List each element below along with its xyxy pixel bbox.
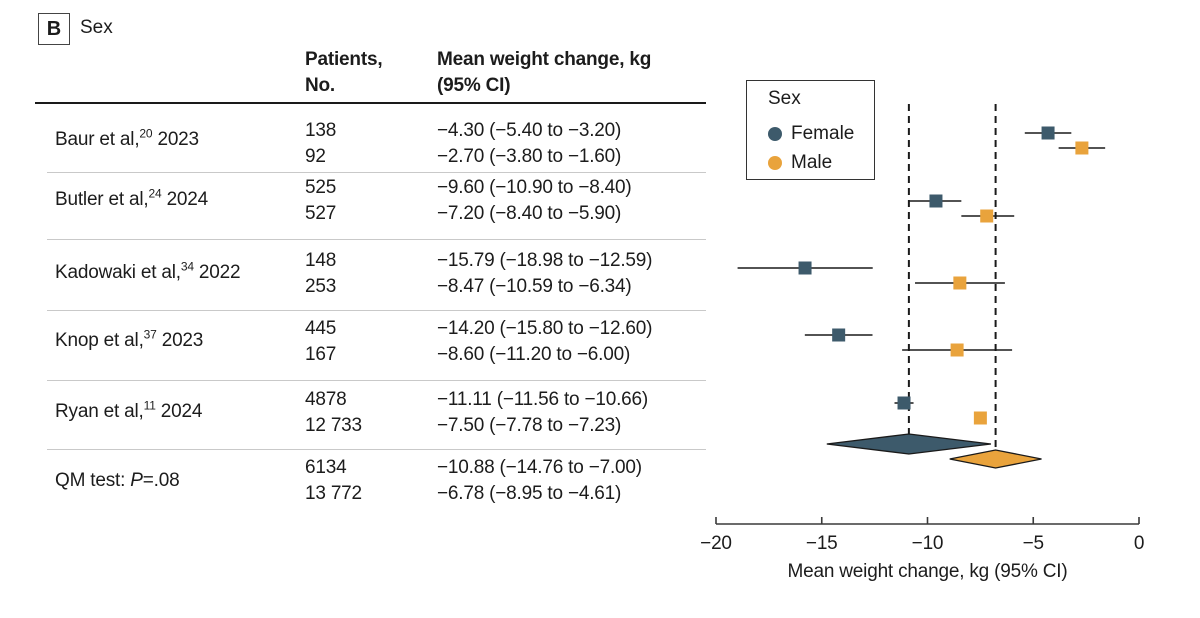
study-reference-number: 24 <box>148 186 162 201</box>
qm-test-p: P <box>130 470 143 491</box>
effect-estimate-male: −8.47 (−10.59 to −6.34) <box>437 276 632 297</box>
x-axis-tick-label: −10 <box>912 533 944 554</box>
effect-estimate-male: −7.20 (−8.40 to −5.90) <box>437 203 622 224</box>
plot-legend: Sex Female Male <box>746 80 875 180</box>
patients-total-female: 6134 <box>305 457 347 478</box>
point-estimate-female <box>832 328 846 342</box>
row-separator <box>47 310 706 311</box>
point-estimate-female <box>798 261 812 275</box>
point-estimate-female <box>929 194 943 208</box>
row-separator <box>47 172 706 173</box>
effect-estimate-male: −2.70 (−3.80 to −1.60) <box>437 146 622 167</box>
summary-diamond-female <box>826 433 992 455</box>
point-estimate-male <box>973 411 987 425</box>
column-header-patients-line1: Patients, <box>305 49 383 70</box>
study-name: Ryan et al, <box>55 401 144 422</box>
study-name: Butler et al, <box>55 189 149 210</box>
panel-title: Sex <box>80 17 113 38</box>
column-header-effect-line2: (95% CI) <box>437 75 511 96</box>
effect-estimate-female: −4.30 (−5.40 to −3.20) <box>437 120 622 141</box>
study-reference-number: 34 <box>180 259 194 274</box>
patients-count-female: 525 <box>305 177 337 198</box>
patients-count-male: 253 <box>305 276 337 297</box>
study-label: Ryan et al,11 2024 <box>55 399 202 425</box>
legend-entry-female: Female <box>768 124 854 144</box>
point-estimate-male <box>980 209 994 223</box>
x-axis-tick-label: −15 <box>806 533 838 554</box>
study-name: Knop et al, <box>55 330 144 351</box>
study-year: 2024 <box>166 189 209 210</box>
column-header-patients-line2: No. <box>305 75 336 96</box>
patients-total-male: 13 772 <box>305 483 362 504</box>
panel-letter: B <box>46 17 62 40</box>
patients-count-female: 445 <box>305 318 337 339</box>
study-name: Baur et al, <box>55 129 140 150</box>
legend-title: Sex <box>768 88 801 109</box>
legend-entry-male: Male <box>768 153 832 173</box>
summary-diamond-male <box>949 449 1042 469</box>
study-label: Butler et al,24 2024 <box>55 187 208 213</box>
patients-count-male: 92 <box>305 146 326 167</box>
study-year: 2024 <box>160 401 203 422</box>
pooled-estimate-female: −10.88 (−14.76 to −7.00) <box>437 457 642 478</box>
effect-estimate-male: −8.60 (−11.20 to −6.00) <box>437 344 631 365</box>
qm-test-label: QM test: P=.08 <box>55 468 180 494</box>
patients-count-male: 527 <box>305 203 337 224</box>
patients-count-male: 167 <box>305 344 337 365</box>
effect-estimate-female: −11.11 (−11.56 to −10.66) <box>437 389 649 410</box>
effect-estimate-female: −14.20 (−15.80 to −12.60) <box>437 318 653 339</box>
point-estimate-male <box>950 343 964 357</box>
panel-letter-badge: B <box>38 13 70 45</box>
point-estimate-female <box>1041 126 1055 140</box>
patients-count-female: 138 <box>305 120 337 141</box>
female-dot-icon <box>768 127 782 141</box>
study-year: 2022 <box>198 262 241 283</box>
patients-count-female: 148 <box>305 250 337 271</box>
point-estimate-male <box>953 276 967 290</box>
row-separator <box>47 380 706 381</box>
x-axis-title: Mean weight change, kg (95% CI) <box>787 561 1067 582</box>
male-dot-icon <box>768 156 782 170</box>
study-label: Kadowaki et al,34 2022 <box>55 259 241 286</box>
column-header-effect-line1: Mean weight change, kg <box>437 49 652 70</box>
pooled-estimate-male: −6.78 (−8.95 to −4.61) <box>437 483 622 504</box>
study-year: 2023 <box>157 129 199 150</box>
effect-estimate-female: −9.60 (−10.90 to −8.40) <box>437 177 632 198</box>
patients-count-male: 12 733 <box>305 415 362 436</box>
study-reference-number: 11 <box>143 398 156 413</box>
x-axis-tick-label: 0 <box>1134 533 1144 554</box>
effect-estimate-female: −15.79 (−18.98 to −12.59) <box>437 250 653 271</box>
study-year: 2023 <box>161 330 204 351</box>
legend-label-male: Male <box>791 152 833 173</box>
qm-test-value: =.08 <box>142 470 180 491</box>
study-reference-number: 20 <box>139 126 153 141</box>
legend-label-female: Female <box>791 123 855 144</box>
point-estimate-male <box>1075 141 1089 155</box>
row-separator <box>47 239 706 240</box>
qm-test-prefix: QM test: <box>55 470 131 491</box>
header-rule <box>35 102 706 104</box>
x-axis-tick-label: −20 <box>700 533 732 554</box>
x-axis-tick-label: −5 <box>1023 533 1044 554</box>
row-separator <box>47 449 706 450</box>
study-label: Baur et al,20 2023 <box>55 127 199 153</box>
study-reference-number: 37 <box>143 327 157 342</box>
effect-estimate-male: −7.50 (−7.78 to −7.23) <box>437 415 622 436</box>
patients-count-female: 4878 <box>305 389 347 410</box>
point-estimate-female <box>897 396 911 410</box>
study-label: Knop et al,37 2023 <box>55 328 203 354</box>
study-name: Kadowaki et al, <box>55 262 181 283</box>
